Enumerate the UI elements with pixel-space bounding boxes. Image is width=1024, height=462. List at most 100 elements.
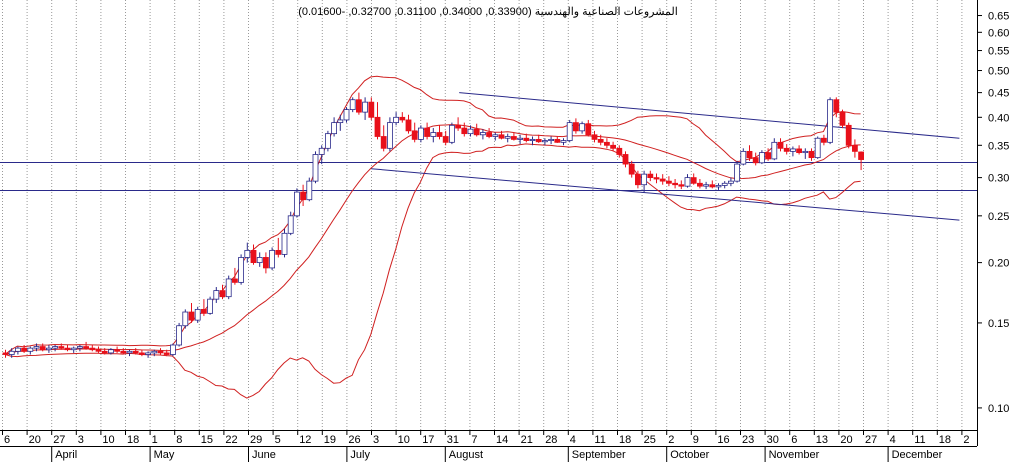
x-tick-label: 10	[398, 434, 410, 446]
y-tick-label: 0.15	[988, 318, 1009, 330]
candle-body	[833, 99, 840, 113]
candle-body	[343, 109, 350, 121]
candle-body	[777, 141, 784, 149]
x-tick-label: 25	[644, 434, 656, 446]
candle-body	[132, 350, 139, 354]
candle-body	[83, 346, 89, 349]
candle-body	[14, 347, 21, 352]
y-tick-label: 0.35	[988, 140, 1009, 152]
candle-body	[740, 150, 747, 165]
candle-body	[845, 124, 852, 146]
x-tick-label: 14	[496, 434, 508, 446]
candle-body	[114, 349, 120, 352]
x-tick-label: 23	[742, 434, 754, 446]
chart-title: المشروعات الصناعية والهندسية (0.33900, 0…	[298, 6, 678, 18]
candle-body	[188, 311, 195, 321]
y-tick-label: 0.10	[988, 403, 1009, 415]
x-tick-label: 5	[275, 434, 281, 446]
candle-body	[64, 347, 71, 351]
x-tick-label: 12	[299, 434, 311, 446]
candle-body	[678, 184, 685, 187]
month-label: April	[55, 449, 77, 461]
candle-body	[231, 278, 238, 283]
candles	[2, 92, 864, 358]
candle-body	[597, 138, 604, 143]
candle-body	[225, 278, 232, 298]
candle-body	[386, 122, 393, 149]
channel-lower-line	[371, 168, 960, 221]
candle-body	[622, 154, 629, 165]
candle-body	[448, 124, 455, 143]
candle-body	[467, 128, 474, 135]
candle-body	[281, 232, 288, 255]
month-label: December	[892, 449, 943, 461]
candle-body	[542, 140, 548, 143]
candle-body	[120, 350, 127, 354]
candle-body	[759, 152, 765, 164]
candle-body	[560, 140, 567, 143]
x-tick-label: 31	[447, 434, 459, 446]
candle-body	[89, 347, 96, 351]
candle-body	[312, 154, 319, 182]
x-tick-label: 20	[29, 434, 41, 446]
candle-body	[473, 128, 480, 136]
candle-body	[157, 350, 164, 354]
candle-body	[554, 138, 561, 143]
y-axis-ticks: 0.65 0.60 0.55 0.50 0.45 0.40 0.35 0.30 0.25 0.20…	[977, 11, 1009, 415]
candle-body	[765, 152, 771, 160]
candle-body	[256, 257, 263, 264]
candle-body	[77, 346, 83, 349]
channel-upper-line	[459, 92, 960, 139]
candle-body	[672, 182, 678, 186]
month-label: September	[572, 449, 626, 461]
candle-body	[95, 349, 102, 352]
candle-body	[52, 346, 58, 349]
candle-body	[529, 138, 536, 141]
candle-body	[728, 180, 734, 184]
candle-body	[641, 173, 647, 186]
candle-body	[628, 163, 635, 175]
candle-body	[858, 151, 864, 160]
candle-body	[138, 352, 145, 355]
x-tick-label: 2	[963, 434, 969, 446]
candle-body	[647, 173, 654, 179]
x-tick-label: 27	[53, 434, 65, 446]
candle-body	[442, 136, 449, 143]
candle-body	[399, 116, 406, 121]
candle-body	[790, 148, 796, 152]
upper-band	[4, 75, 861, 355]
candle-body	[455, 124, 462, 129]
candle-body	[194, 308, 201, 321]
month-label: August	[449, 449, 483, 461]
x-tick-label: 11	[914, 434, 925, 446]
candle-body	[783, 147, 790, 152]
candle-body	[517, 137, 523, 140]
x-axis-ticks: 6 20 27 3 10 18 1 8 15 22 29 5 12 19 26 3 10 17 31 7 14 21 28 4…	[2, 430, 970, 462]
candle-body	[219, 290, 226, 298]
candle-body	[213, 290, 220, 300]
candle-body	[169, 344, 176, 355]
candle-body	[808, 150, 815, 159]
candle-body	[821, 137, 827, 143]
x-tick-label: 18	[619, 434, 631, 446]
candle-body	[510, 136, 517, 140]
candle-body	[566, 122, 573, 141]
candle-body	[504, 136, 511, 139]
x-tick-label: 30	[767, 434, 779, 446]
candle-body	[355, 99, 362, 113]
candle-body	[163, 352, 170, 355]
candle-body	[492, 134, 499, 137]
candle-body	[207, 298, 214, 314]
x-tick-label: 10	[102, 434, 114, 446]
x-tick-label: 22	[225, 434, 237, 446]
trend-channel	[371, 92, 960, 221]
candle-body	[734, 163, 740, 182]
candle-body	[151, 350, 158, 354]
candle-body	[374, 116, 381, 137]
x-tick-label: 15	[201, 434, 213, 446]
x-tick-label: 21	[521, 434, 533, 446]
y-tick-label: 0.30	[988, 173, 1009, 185]
y-tick-label: 0.60	[988, 27, 1009, 39]
